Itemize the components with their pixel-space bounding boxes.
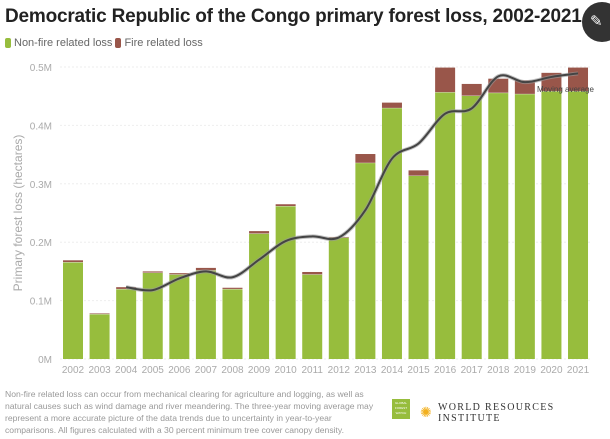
bar-fire (63, 260, 83, 263)
legend-swatch-fire (115, 38, 122, 48)
bar-fire (302, 271, 323, 275)
bar-fire (355, 154, 376, 163)
x-tick-label: 2013 (354, 365, 377, 376)
bar-fire (408, 170, 429, 176)
moving-average-halo (125, 71, 579, 293)
bar-nonfire (541, 90, 562, 359)
bar-fire (169, 273, 190, 275)
bar-nonfire (488, 92, 509, 360)
x-tick-label: 2008 (221, 365, 244, 376)
bar-fire (275, 204, 296, 206)
bar-fire (381, 102, 402, 108)
legend-label-fire: Fire related loss (124, 37, 203, 49)
bar-nonfire (355, 162, 376, 359)
bar-nonfire (222, 288, 243, 359)
x-tick-label: 2017 (461, 365, 484, 376)
x-tick-label: 2010 (275, 365, 298, 376)
y-tick-label: 0.3M (30, 180, 52, 191)
bar-nonfire (568, 90, 589, 359)
legend: Non-fire related loss Fire related loss (5, 37, 203, 49)
y-tick-label: 0.4M (30, 121, 52, 132)
x-tick-label: 2007 (195, 365, 218, 376)
legend-label-nonfire: Non-fire related loss (14, 37, 113, 49)
bar-nonfire (461, 95, 482, 359)
bar-fire (195, 267, 216, 271)
bar-nonfire (302, 274, 323, 359)
chart-svg: 0M 0.1M 0.2M 0.3M 0.4M 0.5M Primary forest los… (11, 63, 594, 376)
chart-title: Democratic Republic of the Congo primary… (5, 6, 582, 27)
y-tick-label: 0M (38, 355, 52, 366)
x-tick-label: 2002 (62, 365, 85, 376)
wri-emblem-icon: ✺ (420, 405, 434, 421)
y-tick-label: 0.1M (30, 297, 52, 308)
legend-swatch-nonfire (5, 38, 11, 48)
bar-nonfire (63, 262, 83, 359)
wri-logo: ✺ WORLD RESOURCES INSTITUTE (420, 402, 610, 424)
bar-nonfire (169, 274, 190, 359)
x-tick-label: 2004 (115, 365, 138, 376)
y-tick-label: 0.2M (30, 238, 52, 249)
y-axis-label: Primary forest loss (hectares) (11, 135, 25, 292)
x-tick-label: 2014 (381, 365, 404, 376)
x-tick-label: 2003 (88, 365, 111, 376)
bar-fire (222, 287, 243, 289)
x-tick-label: 2016 (434, 365, 457, 376)
x-tick-label: 2020 (540, 365, 563, 376)
bar-fire (461, 83, 482, 96)
footnote: Non-fire related loss can occur from mec… (5, 389, 374, 435)
bar-nonfire (514, 93, 535, 359)
moving-average-line (126, 72, 579, 292)
bar-fire (435, 67, 456, 93)
bar-nonfire (142, 272, 163, 359)
x-tick-label: 2005 (142, 365, 165, 376)
bar-nonfire (435, 92, 456, 359)
bar-nonfire (89, 314, 110, 359)
global-forest-watch-logo: GLOBAL FOREST WATCH (392, 399, 410, 419)
x-tick-label: 2011 (301, 365, 323, 376)
bar-nonfire (195, 270, 216, 359)
y-tick-label: 0.5M (30, 63, 52, 74)
wri-logo-text: WORLD RESOURCES INSTITUTE (438, 402, 555, 424)
bar-nonfire (381, 107, 402, 359)
moving-average-label: Moving average (537, 85, 594, 94)
bar-nonfire (408, 175, 429, 359)
bar-nonfire (116, 288, 137, 359)
bar-nonfire (328, 237, 349, 359)
bar-fire (249, 231, 270, 234)
x-tick-label: 2006 (168, 365, 191, 376)
x-tick-label: 2018 (487, 365, 510, 376)
pencil-icon[interactable]: ✎ (582, 2, 610, 42)
bar-nonfire (275, 205, 296, 359)
x-tick-label: 2021 (567, 365, 590, 376)
bar-fire (89, 313, 110, 315)
x-tick-label: 2012 (328, 365, 351, 376)
bar-fire (142, 271, 163, 273)
x-tick-label: 2015 (407, 365, 430, 376)
x-tick-label: 2009 (248, 365, 271, 376)
x-tick-label: 2019 (514, 365, 537, 376)
